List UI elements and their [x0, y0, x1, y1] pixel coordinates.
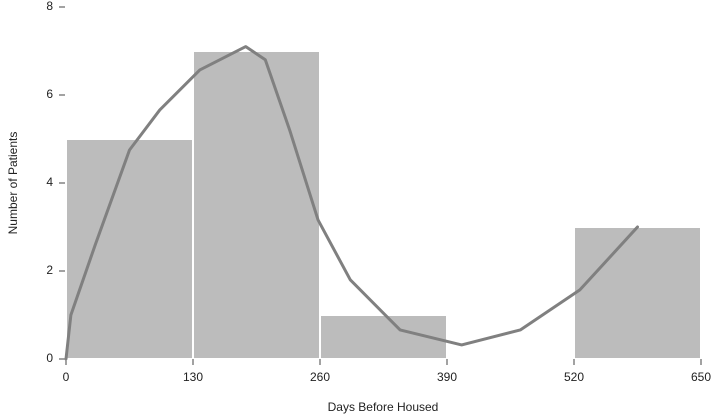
density-curve [64, 45, 639, 361]
bar [573, 226, 702, 360]
y-tick-label: 2 [46, 263, 53, 277]
y-tick-label: 6 [46, 87, 53, 101]
bar [65, 138, 194, 360]
y-axis-title: Number of Patients [6, 132, 20, 235]
x-tick-label: 0 [63, 370, 70, 384]
x-tick-label: 260 [310, 370, 330, 384]
x-tick-label: 520 [564, 370, 584, 384]
y-tick-label: 0 [46, 351, 53, 365]
x-tick-label: 130 [183, 370, 203, 384]
y-tick-label: 8 [46, 0, 53, 13]
bar [192, 50, 321, 360]
x-tick-label: 650 [691, 370, 711, 384]
x-axis-title: Days Before Housed [328, 400, 439, 414]
x-tick-label: 390 [437, 370, 457, 384]
y-tick-label: 4 [46, 175, 53, 189]
